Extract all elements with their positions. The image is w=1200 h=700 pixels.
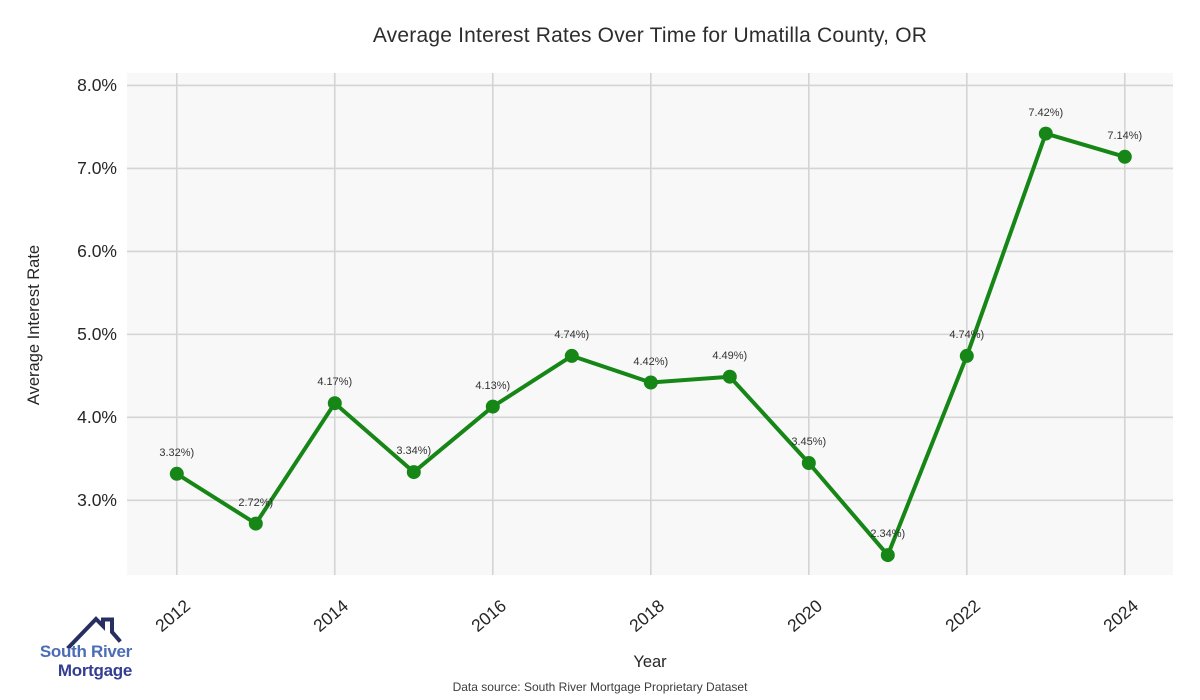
data-point-label: 4.74%): [949, 328, 985, 341]
data-point: [248, 516, 263, 531]
data-point: [1117, 149, 1132, 164]
data-point: [406, 465, 421, 480]
data-point-label: 3.45%): [791, 436, 827, 448]
data-point-label: 3.32%): [159, 446, 195, 459]
data-point: [169, 466, 184, 481]
south-river-mortgage-logo: South River Mortgage: [18, 612, 148, 684]
y-axis-title: Average Interest Rate: [25, 244, 43, 406]
data-point: [880, 548, 895, 563]
data-point-label: 7.42%): [1028, 106, 1064, 119]
y-axis-tick-label: 5.0%: [77, 324, 117, 345]
data-point: [722, 369, 737, 384]
data-point: [801, 456, 816, 470]
data-source-note: Data source: South River Mortgage Propri…: [452, 680, 748, 694]
data-point: [959, 348, 974, 363]
data-point-label: 4.74%): [554, 328, 590, 341]
data-point-label: 4.13%): [475, 379, 511, 392]
data-point-label: 3.34%): [396, 445, 432, 458]
data-point: [564, 348, 579, 363]
chart-title: Average Interest Rates Over Time for Uma…: [372, 24, 928, 47]
data-point-label: 2.34%): [870, 528, 906, 541]
house-roof-icon: [66, 616, 122, 650]
data-point-label: 2.72%): [238, 496, 274, 509]
logo-text-south-river: South River: [39, 642, 132, 661]
y-axis-tick-label: 4.0%: [77, 407, 117, 428]
data-point: [643, 375, 658, 390]
data-point-label: 7.14%): [1107, 129, 1143, 142]
data-point: [485, 399, 500, 414]
y-axis-tick-label: 3.0%: [77, 490, 117, 511]
y-axis-tick-label: 8.0%: [77, 75, 117, 96]
x-axis-title: Year: [633, 653, 667, 671]
y-axis-tick-label: 6.0%: [77, 241, 117, 262]
data-point: [1038, 126, 1053, 141]
data-point: [327, 396, 342, 411]
y-axis-tick-label: 7.0%: [77, 158, 117, 179]
logo-text-mortgage: Mortgage: [57, 661, 132, 680]
data-point-label: 4.42%): [633, 355, 669, 368]
data-point-label: 4.49%): [712, 349, 748, 362]
data-point-label: 4.17%): [317, 376, 353, 389]
